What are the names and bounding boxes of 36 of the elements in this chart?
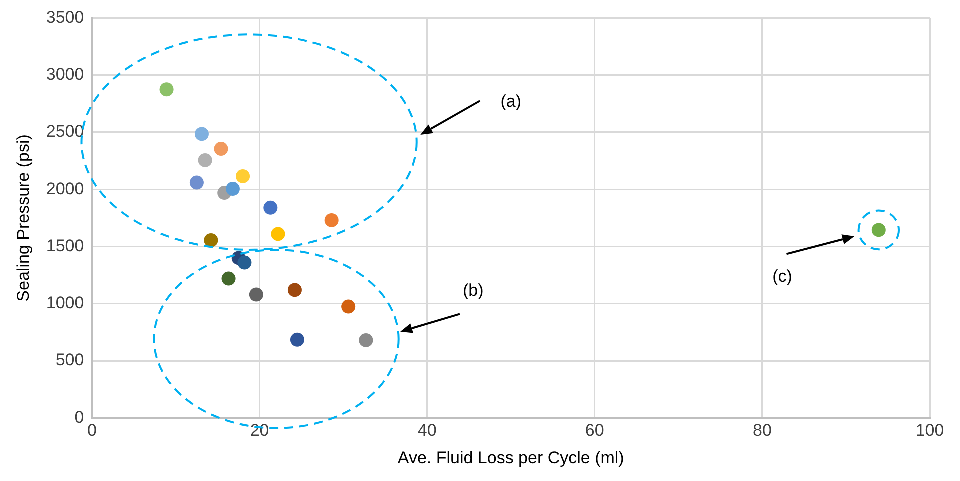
x-tick-label: 60 <box>585 421 604 440</box>
point <box>190 176 204 190</box>
point <box>198 153 212 168</box>
point <box>214 142 228 156</box>
x-tick-label: 40 <box>418 421 437 440</box>
point <box>359 333 374 348</box>
point <box>249 288 264 302</box>
y-tick-label: 1000 <box>46 294 84 313</box>
point <box>324 213 339 228</box>
point <box>160 82 174 97</box>
y-tick-label: 3000 <box>46 65 84 84</box>
point <box>288 283 302 298</box>
x-tick-label: 100 <box>916 421 944 440</box>
point <box>236 169 250 184</box>
y-tick-label: 0 <box>74 408 84 427</box>
point <box>226 182 240 196</box>
point <box>194 127 209 142</box>
annotation: (a) <box>500 92 522 112</box>
y-tick-label: 2000 <box>46 179 84 198</box>
x-tick-label: 80 <box>752 421 772 440</box>
point <box>222 272 236 286</box>
y-tick-label: 500 <box>56 350 84 370</box>
y-axis-title: Sealing Pressure (psi) <box>14 134 33 302</box>
y-tick-label: 1500 <box>46 236 84 256</box>
point <box>204 233 218 248</box>
y-tick-label: 2500 <box>46 122 84 142</box>
point <box>238 256 252 270</box>
point <box>290 332 304 347</box>
annotation: (c) <box>772 267 792 288</box>
x-axis-title: Ave. Fluid Loss per Cycle (ml) <box>398 448 624 468</box>
point <box>271 227 286 242</box>
x-tick-label: 0 <box>87 421 97 440</box>
point <box>264 200 278 215</box>
point <box>342 300 356 314</box>
annotation: (b) <box>463 280 484 301</box>
y-tick-label: 3500 <box>46 8 84 27</box>
